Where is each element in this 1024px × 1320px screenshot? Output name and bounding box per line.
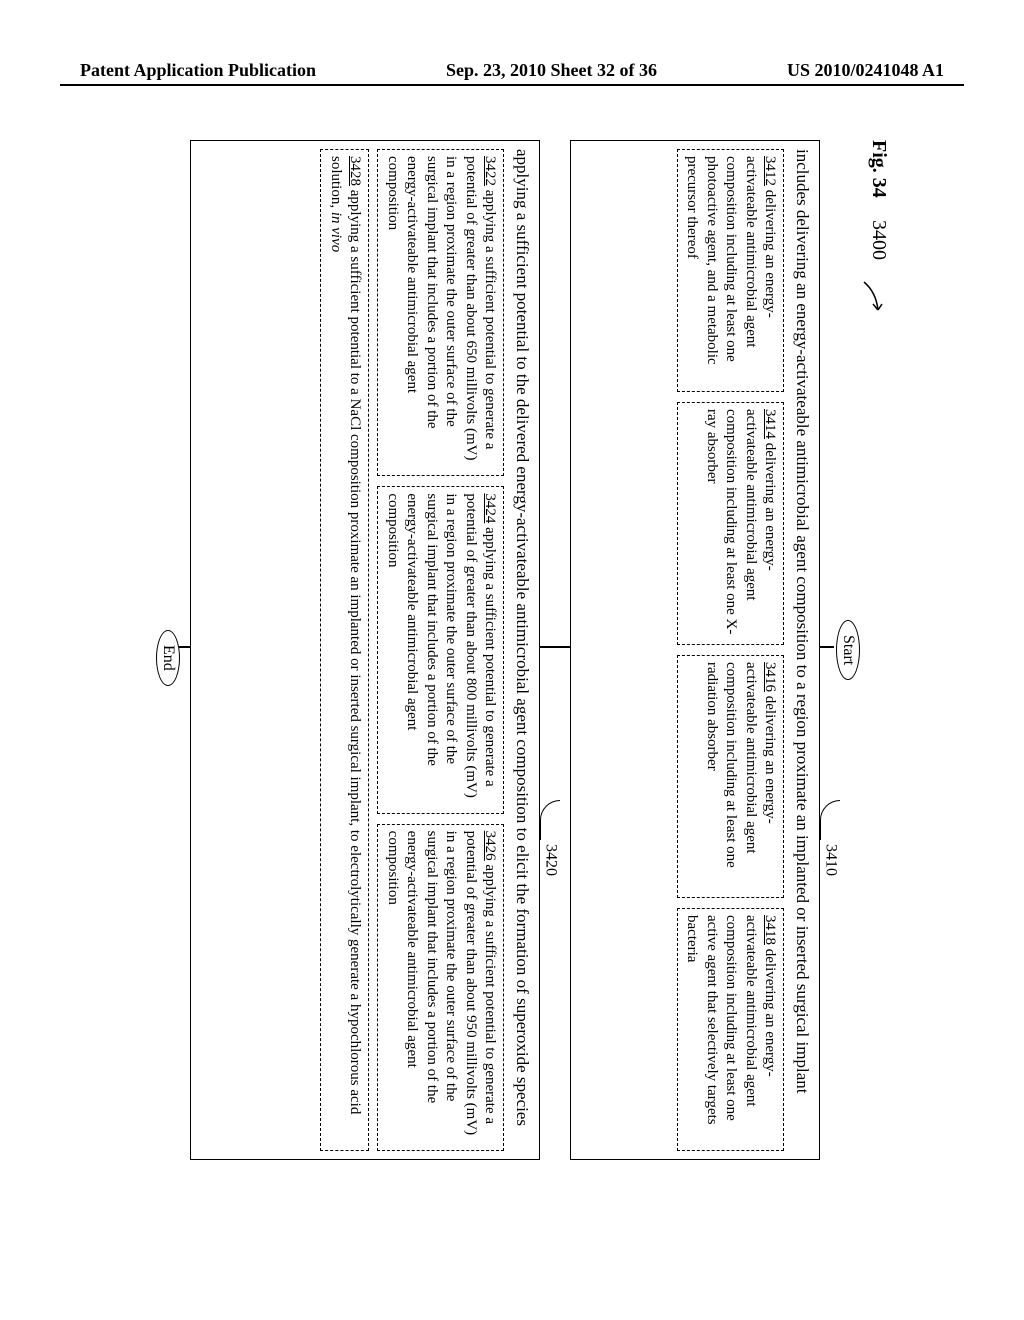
start-label: Start xyxy=(836,620,860,680)
connector-line xyxy=(540,646,570,648)
header-left: Patent Application Publication xyxy=(80,60,316,81)
sub-row-3410: 3412 delivering an energy-activateable a… xyxy=(677,149,785,1151)
figure-label: Fig. 34 xyxy=(867,140,890,198)
page-header: Patent Application Publication Sep. 23, … xyxy=(0,60,1024,81)
sub-3412: 3412 delivering an energy-activateable a… xyxy=(677,149,785,392)
sub-3426: 3426 applying a sufficient potential to … xyxy=(377,824,504,1151)
step-3410-text: includes delivering an energy-activateab… xyxy=(790,149,813,1151)
curve-icon xyxy=(820,800,840,840)
figure-container: Fig. 34 3400 Start 3410 includes deliver… xyxy=(0,270,1020,1030)
step-3420-box: applying a sufficient potential to the d… xyxy=(190,140,540,1160)
end-node: End xyxy=(156,630,180,686)
header-mid: Sep. 23, 2010 Sheet 32 of 36 xyxy=(446,60,657,81)
sub-3418: 3418 delivering an energy-activateable a… xyxy=(677,908,785,1151)
sub-3416: 3416 delivering an energy-activateable a… xyxy=(677,655,785,898)
start-node: Start xyxy=(836,620,860,680)
sub-row-3420b: 3428 applying a sufficient potential to … xyxy=(320,149,369,1151)
connector-line xyxy=(820,646,834,648)
sub-3428: 3428 applying a sufficient potential to … xyxy=(320,149,369,1151)
sub-row-3420a: 3422 applying a sufficient potential to … xyxy=(377,149,504,1151)
step-3420-text: applying a sufficient potential to the d… xyxy=(510,149,533,1151)
ref-3410: 3410 xyxy=(820,800,840,876)
curve-icon xyxy=(540,800,560,840)
ref-3420: 3420 xyxy=(540,800,560,876)
figure-number: 3400 xyxy=(867,220,890,260)
sub-3424: 3424 applying a sufficient potential to … xyxy=(377,486,504,813)
sub-3414: 3414 delivering an energy-activateable a… xyxy=(677,402,785,645)
step-3410-box: includes delivering an energy-activateab… xyxy=(570,140,820,1160)
end-label: End xyxy=(156,630,180,686)
figure-rotated: Fig. 34 3400 Start 3410 includes deliver… xyxy=(130,140,890,1160)
sub-3422: 3422 applying a sufficient potential to … xyxy=(377,149,504,476)
header-right: US 2010/0241048 A1 xyxy=(787,60,944,81)
arrow-icon xyxy=(860,280,884,320)
header-rule xyxy=(60,84,964,86)
